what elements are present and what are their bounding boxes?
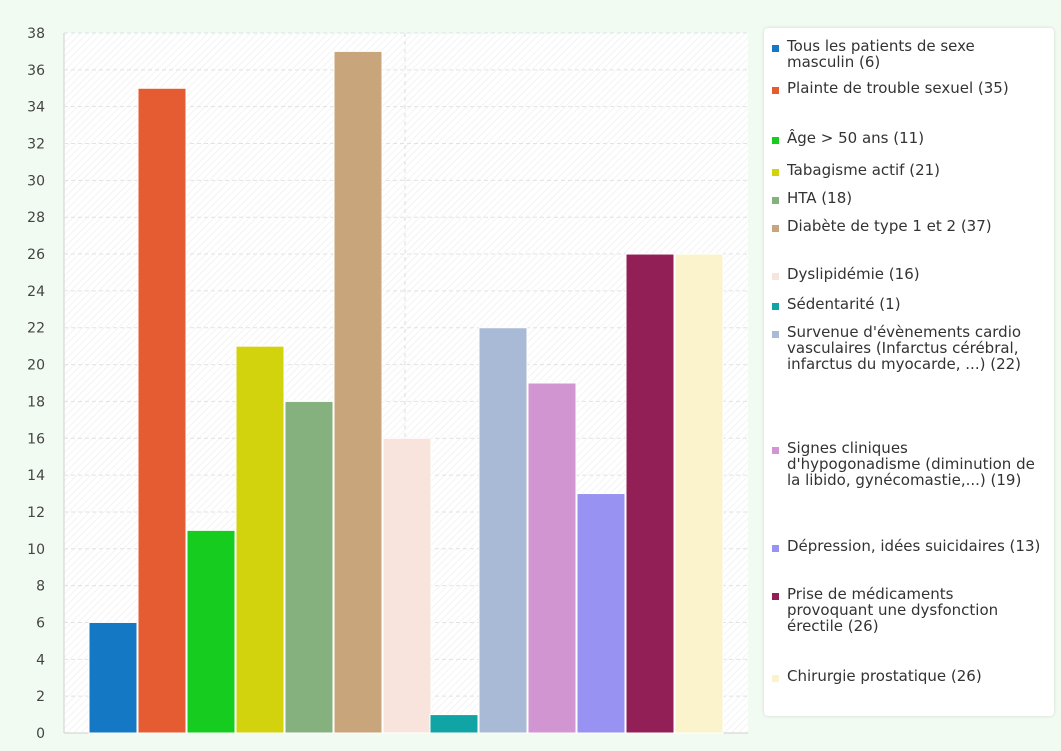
legend-label: Signes cliniques d'hypogonadisme (diminu… xyxy=(787,439,1035,489)
bar[interactable] xyxy=(576,493,626,734)
legend-label: Prise de médicaments provoquant une dysf… xyxy=(787,585,999,635)
y-tick-label: 16 xyxy=(27,431,45,447)
bar[interactable] xyxy=(88,621,138,734)
bar[interactable] xyxy=(284,400,334,734)
bar[interactable] xyxy=(625,253,675,734)
legend-item[interactable]: Survenue d'évènements cardio vasculaires… xyxy=(772,324,1050,372)
legend-label: Âge > 50 ans (11) xyxy=(787,129,925,147)
y-tick-label: 8 xyxy=(36,579,45,595)
y-tick-label: 32 xyxy=(27,137,45,153)
legend-item[interactable]: Prise de médicaments provoquant une dysf… xyxy=(772,586,1050,634)
legend-swatch xyxy=(772,45,779,52)
legend-item[interactable]: Diabète de type 1 et 2 (37) xyxy=(772,218,1050,234)
legend-item[interactable]: Tous les patients de sexe masculin (6) xyxy=(772,38,1050,70)
legend-item[interactable]: Sédentarité (1) xyxy=(772,296,1050,312)
y-tick-label: 34 xyxy=(27,100,45,116)
legend-item[interactable]: Âge > 50 ans (11) xyxy=(772,130,1050,146)
bar[interactable] xyxy=(527,382,577,734)
bar[interactable] xyxy=(137,87,187,734)
legend-item[interactable]: Tabagisme actif (21) xyxy=(772,162,1050,178)
y-tick-label: 38 xyxy=(27,26,45,42)
legend-swatch xyxy=(772,545,779,552)
legend-swatch xyxy=(772,447,779,454)
legend-swatch xyxy=(772,273,779,280)
legend-label: Tabagisme actif (21) xyxy=(787,161,941,179)
bar[interactable] xyxy=(333,50,383,734)
legend-item[interactable]: Chirurgie prostatique (26) xyxy=(772,668,1050,684)
legend-swatch xyxy=(772,197,779,204)
legend-label: Sédentarité (1) xyxy=(787,295,901,313)
bars xyxy=(88,50,724,734)
bar[interactable] xyxy=(478,327,528,734)
y-tick-label: 2 xyxy=(36,689,45,705)
y-tick-label: 20 xyxy=(27,358,45,374)
legend-swatch xyxy=(772,303,779,310)
legend-swatch xyxy=(772,87,779,94)
y-tick-label: 6 xyxy=(36,615,45,631)
y-tick-label: 18 xyxy=(27,394,45,410)
y-tick-label: 28 xyxy=(27,210,45,226)
legend-swatch xyxy=(772,593,779,600)
y-tick-label: 22 xyxy=(27,321,45,337)
legend-swatch xyxy=(772,169,779,176)
legend-label: Dépression, idées suicidaires (13) xyxy=(787,537,1041,555)
legend-item[interactable]: Plainte de trouble sexuel (35) xyxy=(772,80,1050,96)
y-tick-label: 12 xyxy=(27,505,45,521)
legend-swatch xyxy=(772,225,779,232)
legend-label: Dyslipidémie (16) xyxy=(787,265,920,283)
y-tick-label: 24 xyxy=(27,284,45,300)
legend-label: Survenue d'évènements cardio vasculaires… xyxy=(787,323,1022,373)
legend-swatch xyxy=(772,675,779,682)
bar[interactable] xyxy=(382,437,432,734)
legend-label: Diabète de type 1 et 2 (37) xyxy=(787,217,992,235)
legend: Tous les patients de sexe masculin (6) Pl… xyxy=(764,28,1054,716)
y-tick-label: 30 xyxy=(27,173,45,189)
bar[interactable] xyxy=(674,253,724,734)
bar[interactable] xyxy=(235,345,285,734)
legend-swatch xyxy=(772,331,779,338)
y-tick-label: 4 xyxy=(36,652,45,668)
legend-item[interactable]: HTA (18) xyxy=(772,190,1050,206)
bar[interactable] xyxy=(429,714,479,734)
legend-label: HTA (18) xyxy=(787,189,853,207)
y-tick-label: 36 xyxy=(27,63,45,79)
legend-label: Tous les patients de sexe masculin (6) xyxy=(787,37,975,71)
legend-item[interactable]: Signes cliniques d'hypogonadisme (diminu… xyxy=(772,440,1050,488)
y-tick-label: 0 xyxy=(36,726,45,742)
legend-label: Plainte de trouble sexuel (35) xyxy=(787,79,1009,97)
bar[interactable] xyxy=(186,529,236,734)
legend-item[interactable]: Dépression, idées suicidaires (13) xyxy=(772,538,1050,554)
y-tick-label: 10 xyxy=(27,542,45,558)
legend-swatch xyxy=(772,137,779,144)
y-tick-label: 14 xyxy=(27,468,45,484)
y-tick-label: 26 xyxy=(27,247,45,263)
legend-item[interactable]: Dyslipidémie (16) xyxy=(772,266,1050,282)
legend-label: Chirurgie prostatique (26) xyxy=(787,667,982,685)
